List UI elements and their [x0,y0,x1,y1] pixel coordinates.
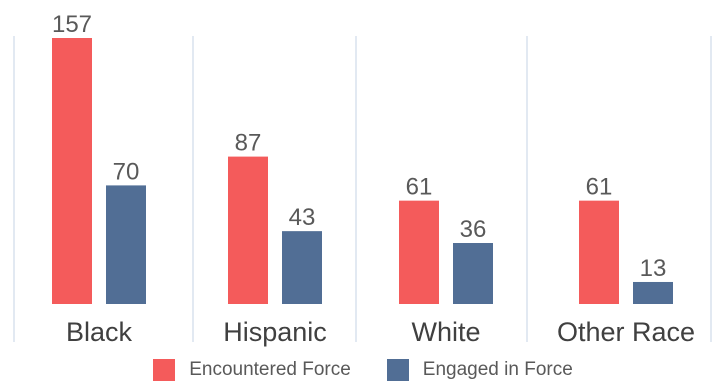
legend-swatch-encountered-force [153,359,176,381]
category-label-other-race: Other Race [557,317,695,347]
value-labels: 157 70 87 43 61 36 61 13 [52,11,666,282]
value-label-black-engaged-in-force: 70 [113,158,140,185]
category-labels: Black Hispanic White Other Race [66,317,695,347]
category-separators [13,36,712,342]
bar-group [52,38,673,304]
value-label-other-race-encountered-force: 61 [586,174,613,201]
value-label-white-encountered-force: 61 [406,174,433,201]
value-label-black-encountered-force: 157 [52,11,92,38]
bar-hispanic-engaged-in-force [282,231,322,304]
bar-black-encountered-force [52,38,92,304]
bar-other-race-encountered-force [579,200,619,304]
legend-label-engaged-in-force: Engaged in Force [422,359,573,380]
bar-white-encountered-force [399,200,439,304]
bar-other-race-engaged-in-force [633,281,673,304]
category-label-white: White [411,317,480,347]
category-label-black: Black [66,317,133,347]
legend-item-encountered-force: Encountered Force [153,359,351,381]
bar-black-engaged-in-force [106,185,146,304]
legend-label-encountered-force: Encountered Force [189,359,351,380]
category-label-hispanic: Hispanic [223,317,327,347]
value-label-other-race-engaged-in-force: 13 [640,255,667,282]
legend-swatch-engaged-in-force [386,359,409,381]
bar-white-engaged-in-force [453,243,493,304]
legend: Encountered Force Engaged in Force [0,358,726,382]
legend-item-engaged-in-force: Engaged in Force [386,359,573,381]
bar-hispanic-encountered-force [228,156,268,304]
value-label-hispanic-encountered-force: 87 [235,130,262,157]
value-label-white-engaged-in-force: 36 [460,216,487,243]
value-label-hispanic-engaged-in-force: 43 [289,204,316,231]
